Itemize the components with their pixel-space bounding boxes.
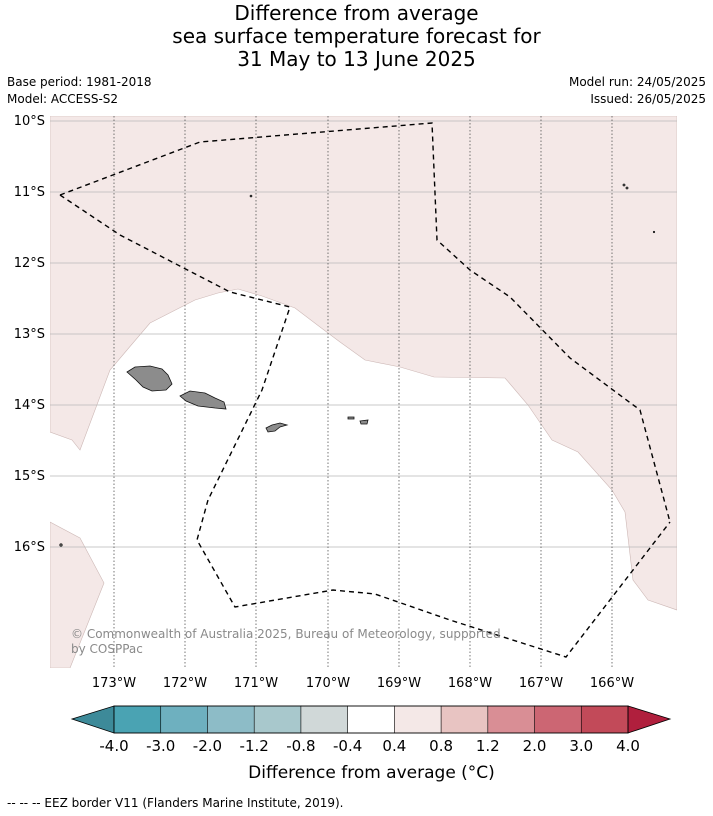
lon-label: 171°W	[234, 676, 278, 691]
grid-lines	[50, 120, 677, 548]
copyright-line-2: by COSPPac	[71, 642, 143, 656]
colorbar-segment	[580, 705, 629, 734]
meta-left: Base period: 1981-2018 Model: ACCESS-S2	[7, 74, 152, 108]
lat-label: 12°S	[14, 256, 45, 271]
lon-label: 172°W	[163, 676, 207, 691]
issued-date: Issued: 26/05/2025	[590, 92, 706, 106]
colorbar-segment	[487, 705, 536, 734]
lon-label: 167°W	[519, 676, 563, 691]
lon-label: 168°W	[448, 676, 492, 691]
colorbar-segment	[440, 705, 489, 734]
colorbar-tick-label: -4.0	[99, 737, 128, 755]
lon-label: 173°W	[92, 676, 136, 691]
islet-east-2	[625, 186, 629, 190]
anomaly-region-main	[50, 116, 677, 611]
lat-label: 10°S	[14, 114, 45, 129]
colorbar-tick-label: -3.0	[146, 737, 175, 755]
colorbar-tick-label: -1.2	[240, 737, 269, 755]
model-run: Model run: 24/05/2025	[568, 75, 706, 89]
colorbar-tick-label: -2.0	[193, 737, 222, 755]
tutuila-island	[265, 422, 289, 433]
anomaly-region-southwest	[50, 521, 105, 668]
lat-label: 16°S	[14, 540, 45, 555]
lat-label: 11°S	[14, 185, 45, 200]
colorbar-segment	[347, 705, 395, 734]
colorbar-tick-label: -0.4	[333, 737, 362, 755]
colorbar-tick-label: 0.4	[382, 737, 406, 755]
lat-label: 14°S	[14, 398, 45, 413]
lon-label: 166°W	[590, 676, 634, 691]
colorbar-tick-labels: -4.0 -3.0 -2.0 -1.2 -0.8 -0.4 0.4 0.8 1.2 2.0 3.0 4…	[99, 737, 640, 755]
title-line-3: 31 May to 13 June 2025	[237, 47, 476, 71]
longitude-labels: 173°W 172°W 171°W 170°W 169°W 168°W 167°…	[92, 676, 634, 691]
colorbar-segment	[207, 705, 255, 734]
colorbar-segment	[394, 705, 442, 734]
islet-north	[249, 194, 253, 198]
base-period: Base period: 1981-2018	[7, 75, 152, 89]
colorbar-tick-label: 1.2	[476, 737, 500, 755]
title-line-2: sea surface temperature forecast for	[172, 24, 541, 48]
eez-border-western	[59, 122, 671, 523]
colorbar-segment	[253, 705, 302, 734]
colorbar-segment	[300, 705, 349, 734]
tau-island	[359, 419, 369, 425]
lat-label: 13°S	[14, 327, 45, 342]
ofu-island	[347, 416, 355, 420]
lon-label: 170°W	[306, 676, 350, 691]
colorbar-tick-label: 2.0	[523, 737, 547, 755]
colorbar-segment	[113, 705, 162, 734]
savaii-island	[126, 365, 173, 392]
lon-label: 169°W	[377, 676, 421, 691]
lat-label: 15°S	[14, 469, 45, 484]
colorbar-segment	[160, 705, 209, 734]
meridian-lines	[113, 116, 613, 668]
copyright-line-1: © Commonwealth of Australia 2025, Bureau…	[71, 627, 501, 641]
colorbar-frame	[113, 705, 629, 734]
eez-footnote: -- -- -- EEZ border V11 (Flanders Marine…	[7, 796, 344, 810]
islet-southwest	[59, 543, 63, 547]
colorbar-segments	[113, 705, 629, 734]
eez-borders	[59, 122, 671, 658]
colorbar-tick-label: 4.0	[616, 737, 640, 755]
colorbar-title: Difference from average (°C)	[248, 763, 495, 783]
colorbar-tick-label: 0.8	[429, 737, 453, 755]
upolu-island	[179, 390, 227, 410]
meta-right: Model run: 24/05/2025 Issued: 26/05/2025	[569, 74, 706, 108]
model-name: Model: ACCESS-S2	[7, 92, 119, 106]
colorbar-tick-label: 3.0	[569, 737, 593, 755]
map-area: © Commonwealth of Australia 2025, Bureau…	[50, 116, 677, 668]
islet-east-1	[622, 183, 626, 187]
islet-east-3	[652, 230, 656, 234]
colorbar: -4.0 -3.0 -2.0 -1.2 -0.8 -0.4 0.4 0.8 1.2 2.0 3.0 4…	[70, 705, 672, 755]
colorbar-tick-label: -0.8	[286, 737, 315, 755]
colorbar-extension-low	[70, 705, 115, 734]
colorbar-extension-high	[627, 705, 672, 734]
islands	[59, 183, 656, 547]
colorbar-segment	[534, 705, 582, 734]
latitude-labels: 10°S 11°S 12°S 13°S 14°S 15°S 16°S	[14, 114, 45, 555]
title-line-1: Difference from average	[234, 1, 479, 25]
